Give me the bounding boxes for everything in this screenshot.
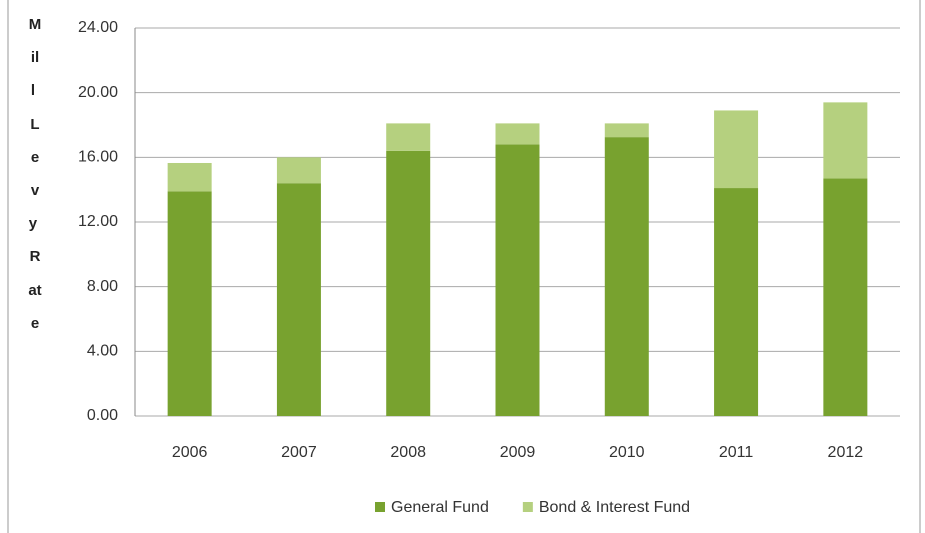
- y-axis-label: Mill Levy Rate: [28, 16, 42, 332]
- y-tick-label: 4.00: [87, 343, 118, 360]
- bar-segment: [714, 188, 759, 416]
- y-tick-label: 20.00: [78, 84, 118, 101]
- y-tick-label: 24.00: [78, 19, 118, 36]
- bar-segment: [386, 150, 431, 416]
- bar-segment: [495, 123, 540, 145]
- bar-segment: [604, 137, 649, 416]
- legend-label: Bond & Interest Fund: [539, 499, 690, 516]
- bar-segment: [276, 157, 321, 184]
- y-tick-label: 0.00: [87, 407, 118, 424]
- legend-label: General Fund: [391, 499, 489, 516]
- bar-segment: [495, 144, 540, 416]
- frame: [7, 0, 921, 533]
- y-tick-label: 12.00: [78, 213, 118, 230]
- bar-segment: [604, 123, 649, 138]
- x-tick-label: 2006: [172, 444, 208, 461]
- y-tick-label: 8.00: [87, 278, 118, 295]
- x-tick-label: 2012: [828, 444, 864, 461]
- x-tick-label: 2008: [390, 444, 426, 461]
- bar-segment: [386, 123, 431, 151]
- x-tick-label: 2007: [281, 444, 317, 461]
- legend-swatch: [522, 502, 533, 512]
- x-tick-label: 2009: [500, 444, 536, 461]
- bar-segment: [167, 191, 212, 416]
- bar-segment: [276, 183, 321, 416]
- x-tick-label: 2010: [609, 444, 645, 461]
- legend-swatch: [375, 502, 385, 512]
- bar-segment: [823, 178, 868, 416]
- x-tick-label: 2011: [719, 444, 754, 461]
- y-tick-label: 16.00: [78, 149, 118, 166]
- bar-segment: [823, 102, 868, 179]
- bar-segment: [714, 110, 759, 189]
- bar-segment: [167, 162, 212, 192]
